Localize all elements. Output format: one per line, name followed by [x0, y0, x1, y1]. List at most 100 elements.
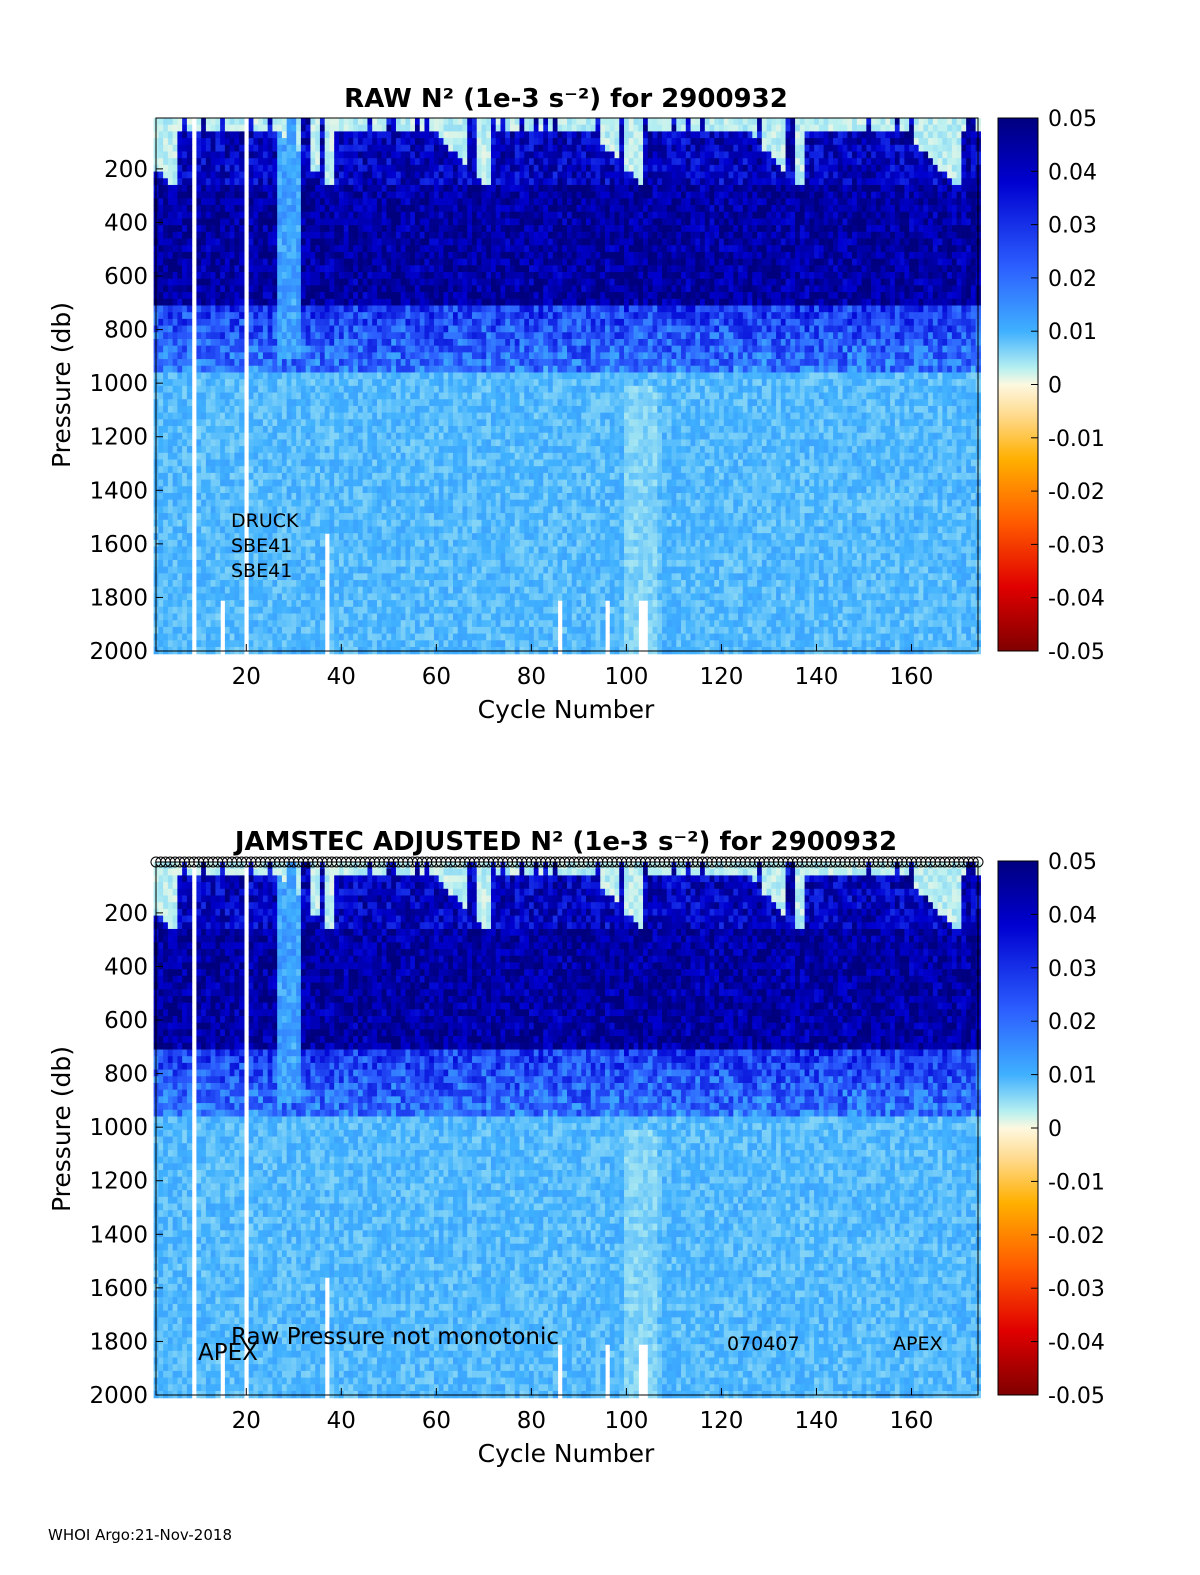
heatmap-cell — [263, 500, 268, 507]
heatmap-cell — [348, 359, 353, 366]
heatmap-cell — [249, 500, 254, 507]
heatmap-cell — [253, 178, 258, 185]
heatmap-cell — [372, 620, 377, 627]
heatmap-cell — [386, 567, 391, 574]
heatmap-cell — [253, 125, 258, 132]
heatmap-cell — [282, 426, 287, 433]
heatmap-cell — [272, 185, 277, 192]
heatmap-cell — [215, 413, 220, 420]
heatmap-cell — [429, 332, 434, 339]
heatmap-cell — [296, 486, 301, 493]
heatmap-cell — [415, 158, 420, 165]
heatmap-cell — [158, 413, 163, 420]
heatmap-cell — [448, 513, 453, 520]
heatmap-cell — [339, 151, 344, 158]
heatmap-cell — [443, 439, 448, 446]
heatmap-cell — [344, 493, 349, 500]
heatmap-cell — [405, 506, 410, 513]
heatmap-cell — [329, 185, 334, 192]
heatmap-cell — [215, 379, 220, 386]
heatmap-cell — [386, 506, 391, 513]
heatmap-cell — [206, 218, 211, 225]
heatmap-cell — [358, 245, 363, 252]
heatmap-cell — [234, 473, 239, 480]
heatmap-cell — [420, 459, 425, 466]
heatmap-cell — [358, 118, 363, 125]
heatmap-cell — [391, 118, 396, 125]
heatmap-cell — [363, 239, 368, 246]
heatmap-cell — [443, 272, 448, 279]
heatmap-cell — [420, 473, 425, 480]
heatmap-cell — [424, 520, 429, 527]
heatmap-cell — [401, 359, 406, 366]
heatmap-cell — [306, 305, 311, 312]
heatmap-cell — [282, 252, 287, 259]
heatmap-cell — [296, 232, 301, 239]
heatmap-cell — [339, 138, 344, 145]
heatmap-cell — [234, 627, 239, 634]
heatmap-cell — [325, 192, 330, 199]
heatmap-cell — [291, 292, 296, 299]
heatmap-cell — [306, 627, 311, 634]
heatmap-cell — [282, 466, 287, 473]
heatmap-cell — [196, 399, 201, 406]
heatmap-cell — [415, 466, 420, 473]
heatmap-cell — [163, 600, 168, 607]
heatmap-cell — [458, 198, 463, 205]
heatmap-cell — [306, 406, 311, 413]
heatmap-cell — [253, 413, 258, 420]
heatmap-cell — [405, 138, 410, 145]
heatmap-cell — [424, 366, 429, 373]
heatmap-cell — [344, 131, 349, 138]
heatmap-cell — [320, 165, 325, 172]
heatmap-cell — [201, 366, 206, 373]
heatmap-cell — [177, 192, 182, 199]
heatmap-cell — [325, 172, 330, 179]
heatmap-cell — [253, 259, 258, 266]
heatmap-cell — [329, 138, 334, 145]
heatmap-cell — [344, 453, 349, 460]
heatmap-cell — [420, 620, 425, 627]
heatmap-cell — [334, 433, 339, 440]
heatmap-cell — [230, 406, 235, 413]
heatmap-cell — [458, 192, 463, 199]
heatmap-cell — [420, 393, 425, 400]
heatmap-cell — [372, 419, 377, 426]
heatmap-cell — [306, 553, 311, 560]
heatmap-cell — [258, 500, 263, 507]
heatmap-cell — [253, 185, 258, 192]
heatmap-cell — [215, 232, 220, 239]
heatmap-cell — [225, 547, 230, 554]
heatmap-cell — [253, 439, 258, 446]
heatmap-cell — [187, 332, 192, 339]
heatmap-cell — [396, 299, 401, 306]
heatmap-cell — [263, 406, 268, 413]
heatmap-cell — [287, 386, 292, 393]
heatmap-cell — [215, 426, 220, 433]
heatmap-cell — [225, 346, 230, 353]
heatmap-cell — [225, 399, 230, 406]
heatmap-cell — [391, 332, 396, 339]
heatmap-cell — [372, 178, 377, 185]
heatmap-cell — [348, 285, 353, 292]
heatmap-cell — [329, 399, 334, 406]
heatmap-cell — [339, 493, 344, 500]
heatmap-cell — [253, 486, 258, 493]
heatmap-cell — [339, 305, 344, 312]
heatmap-cell — [443, 185, 448, 192]
heatmap-cell — [258, 627, 263, 634]
heatmap-cell — [291, 386, 296, 393]
heatmap-cell — [315, 547, 320, 554]
heatmap-cell — [168, 587, 173, 594]
heatmap-cell — [187, 386, 192, 393]
heatmap-cell — [301, 620, 306, 627]
heatmap-cell — [220, 406, 225, 413]
heatmap-cell — [225, 252, 230, 259]
heatmap-cell — [453, 192, 458, 199]
heatmap-cell — [206, 125, 211, 132]
heatmap-cell — [443, 198, 448, 205]
heatmap-cell — [410, 500, 415, 507]
panel-raw: RAW N² (1e-3 s⁻²) for 2900932 2004006008… — [47, 84, 1105, 724]
heatmap-cell — [401, 218, 406, 225]
heatmap-cell — [410, 138, 415, 145]
